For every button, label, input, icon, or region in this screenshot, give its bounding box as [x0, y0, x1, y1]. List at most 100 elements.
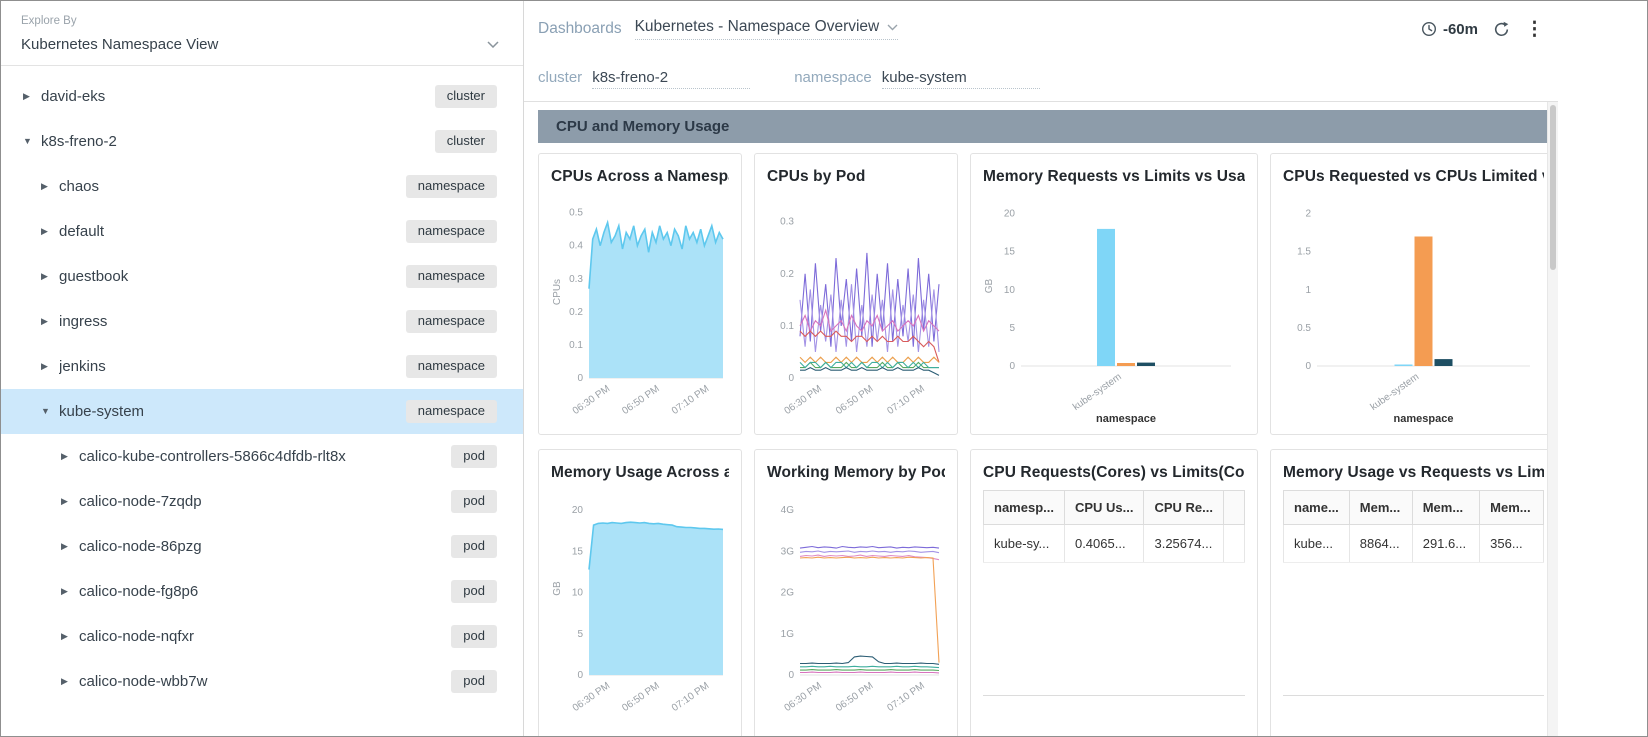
card-memory-usage-vs-requests-vs-limits-table: Memory Usage vs Requests vs Limits name..…	[1270, 449, 1547, 736]
table-cell: 8864...	[1348, 524, 1413, 563]
dashboard-grid: CPUs Across a Namespace 0 0.1 0.2 0.3 0.4 0.5 C…	[538, 153, 1547, 736]
tree-item-calico-node-86pzg[interactable]: ▶ calico-node-86pzg pod	[1, 524, 523, 569]
tree-item-kube-system[interactable]: ▼ kube-system namespace	[1, 389, 523, 434]
svg-text:06:50 PM: 06:50 PM	[834, 680, 875, 714]
column-header[interactable]: Mem...	[1479, 490, 1544, 525]
table-row: kube-sy... 0.4065... 3.25674...	[983, 524, 1245, 563]
tree-item-chaos[interactable]: ▶ chaos namespace	[1, 164, 523, 209]
scope-namespace-value[interactable]: kube-system	[881, 69, 1040, 89]
triangle-down-icon[interactable]: ▼	[23, 136, 32, 146]
triangle-right-icon[interactable]: ▶	[23, 91, 30, 101]
tree-item-label: calico-kube-controllers-5866c4dfdb-rlt8x	[79, 448, 346, 465]
triangle-right-icon[interactable]: ▶	[61, 496, 68, 506]
triangle-right-icon[interactable]: ▶	[61, 631, 68, 641]
tree-item-calico-node-nqfxr[interactable]: ▶ calico-node-nqfxr pod	[1, 614, 523, 659]
tree-item-label: calico-node-wbb7w	[79, 673, 208, 690]
triangle-right-icon[interactable]: ▶	[41, 361, 48, 371]
type-badge: namespace	[405, 310, 497, 333]
triangle-right-icon[interactable]: ▶	[61, 541, 68, 551]
scope-bar: cluster k8s-freno-2 namespace kube-syste…	[524, 57, 1558, 102]
section-title: CPU and Memory Usage	[556, 118, 730, 135]
svg-text:06:30 PM: 06:30 PM	[571, 680, 612, 714]
svg-text:0.5: 0.5	[1297, 323, 1311, 334]
table-cell: 0.4065...	[1063, 524, 1145, 563]
table: name... Mem... Mem... Mem... kube... 8864... 2…	[1283, 490, 1544, 563]
svg-text:0.1: 0.1	[780, 321, 794, 332]
card-title: CPUs Across a Namespace	[551, 168, 729, 185]
svg-text:4G: 4G	[781, 505, 795, 516]
tree-item-ingress[interactable]: ▶ ingress namespace	[1, 299, 523, 344]
svg-text:namespace: namespace	[1096, 413, 1156, 425]
main-area: Dashboards Kubernetes - Namespace Overvi…	[524, 1, 1647, 736]
svg-text:GB: GB	[984, 278, 995, 293]
svg-text:1G: 1G	[781, 629, 795, 640]
svg-text:0: 0	[577, 670, 583, 681]
svg-text:06:50 PM: 06:50 PM	[834, 383, 875, 417]
tree-item-guestbook[interactable]: ▶ guestbook namespace	[1, 254, 523, 299]
card-title: Memory Requests vs Limits vs Usage	[983, 168, 1245, 185]
refresh-button[interactable]	[1493, 21, 1510, 38]
tree-item-default[interactable]: ▶ default namespace	[1, 209, 523, 254]
tree-item-calico-kube-controllers-5866c4dfdb-rlt8x[interactable]: ▶ calico-kube-controllers-5866c4dfdb-rlt8…	[1, 434, 523, 479]
triangle-right-icon[interactable]: ▶	[61, 676, 68, 686]
triangle-right-icon[interactable]: ▶	[61, 586, 68, 596]
table-cell	[1223, 524, 1245, 563]
svg-text:06:30 PM: 06:30 PM	[783, 383, 824, 417]
scope-cluster-value[interactable]: k8s-freno-2	[592, 69, 751, 89]
tree-item-calico-node-fg8p6[interactable]: ▶ calico-node-fg8p6 pod	[1, 569, 523, 614]
table-cell: kube...	[1283, 524, 1350, 563]
scope-cluster-label: cluster	[538, 69, 583, 86]
svg-text:kube-system: kube-system	[1368, 371, 1421, 413]
column-header[interactable]: Mem...	[1348, 490, 1413, 525]
chart-cpus-across-namespace: 0 0.1 0.2 0.3 0.4 0.5 CPUs 06:30 PM 06:50 PM 07:1…	[552, 208, 724, 417]
svg-text:CPUs: CPUs	[552, 279, 563, 305]
tree-item-jenkins[interactable]: ▶ jenkins namespace	[1, 344, 523, 389]
column-header[interactable]	[1223, 490, 1245, 525]
column-header[interactable]: namesp...	[983, 490, 1065, 525]
time-range-button[interactable]: -60m	[1421, 21, 1478, 38]
triangle-down-icon[interactable]: ▼	[41, 406, 50, 416]
svg-text:15: 15	[1004, 247, 1016, 258]
svg-text:0.2: 0.2	[780, 269, 794, 280]
type-badge: cluster	[434, 85, 497, 108]
explore-header: Explore By Kubernetes Namespace View	[1, 1, 523, 66]
tree-item-k8s-freno-2[interactable]: ▼ k8s-freno-2 cluster	[1, 119, 523, 164]
vertical-scrollbar[interactable]	[1547, 102, 1558, 736]
refresh-icon	[1494, 21, 1509, 36]
triangle-right-icon[interactable]: ▶	[61, 451, 68, 461]
chart-memory-usage-across-namespace: 0 5 10 15 20 GB 06:30 PM 06:50 PM 07:10 PM	[552, 505, 724, 714]
table-row: kube... 8864... 291.6... 356...	[1283, 524, 1544, 563]
type-badge: pod	[451, 490, 497, 513]
triangle-right-icon[interactable]: ▶	[41, 181, 48, 191]
chevron-down-icon	[887, 24, 898, 30]
column-header[interactable]: name...	[1283, 490, 1350, 525]
section-header: CPU and Memory Usage	[538, 110, 1547, 143]
triangle-right-icon[interactable]: ▶	[41, 226, 48, 236]
triangle-right-icon[interactable]: ▶	[41, 316, 48, 326]
tree-item-label: guestbook	[59, 268, 129, 285]
column-header[interactable]: CPU Re...	[1143, 490, 1224, 525]
card-title: Memory Usage vs Requests vs Limits	[1283, 464, 1544, 481]
tree-item-calico-node-wbb7w[interactable]: ▶ calico-node-wbb7w pod	[1, 659, 523, 704]
tree-item-david-eks[interactable]: ▶ david-eks cluster	[1, 74, 523, 119]
svg-text:0.4: 0.4	[569, 241, 583, 252]
triangle-right-icon[interactable]: ▶	[41, 271, 48, 281]
tree-item-label: kube-system	[59, 403, 145, 420]
scrollbar-thumb[interactable]	[1550, 105, 1556, 270]
dashboard-content: CPU and Memory Usage CPUs Across a Names…	[524, 102, 1547, 736]
tree-item-label: david-eks	[41, 88, 106, 105]
more-menu-button[interactable]: ⋮	[1525, 20, 1544, 39]
tree-item-label: chaos	[59, 178, 100, 195]
resource-tree: ▶ david-eks cluster ▼ k8s-freno-2 cluster ▶ cha…	[1, 66, 523, 736]
svg-text:0: 0	[788, 373, 794, 384]
column-header[interactable]: Mem...	[1411, 490, 1481, 525]
tree-item-label: calico-node-86pzg	[79, 538, 202, 555]
tree-item-calico-node-7zqdp[interactable]: ▶ calico-node-7zqdp pod	[1, 479, 523, 524]
main-header: Dashboards Kubernetes - Namespace Overvi…	[524, 1, 1558, 57]
column-header[interactable]: CPU Us...	[1063, 490, 1145, 525]
dashboard-selector[interactable]: Kubernetes - Namespace Overview	[634, 18, 899, 40]
svg-text:07:10 PM: 07:10 PM	[885, 383, 926, 417]
card-title: Memory Usage Across a Namespace	[551, 464, 729, 481]
view-selector[interactable]: Kubernetes Namespace View	[21, 36, 499, 53]
time-range-label: -60m	[1442, 20, 1478, 38]
